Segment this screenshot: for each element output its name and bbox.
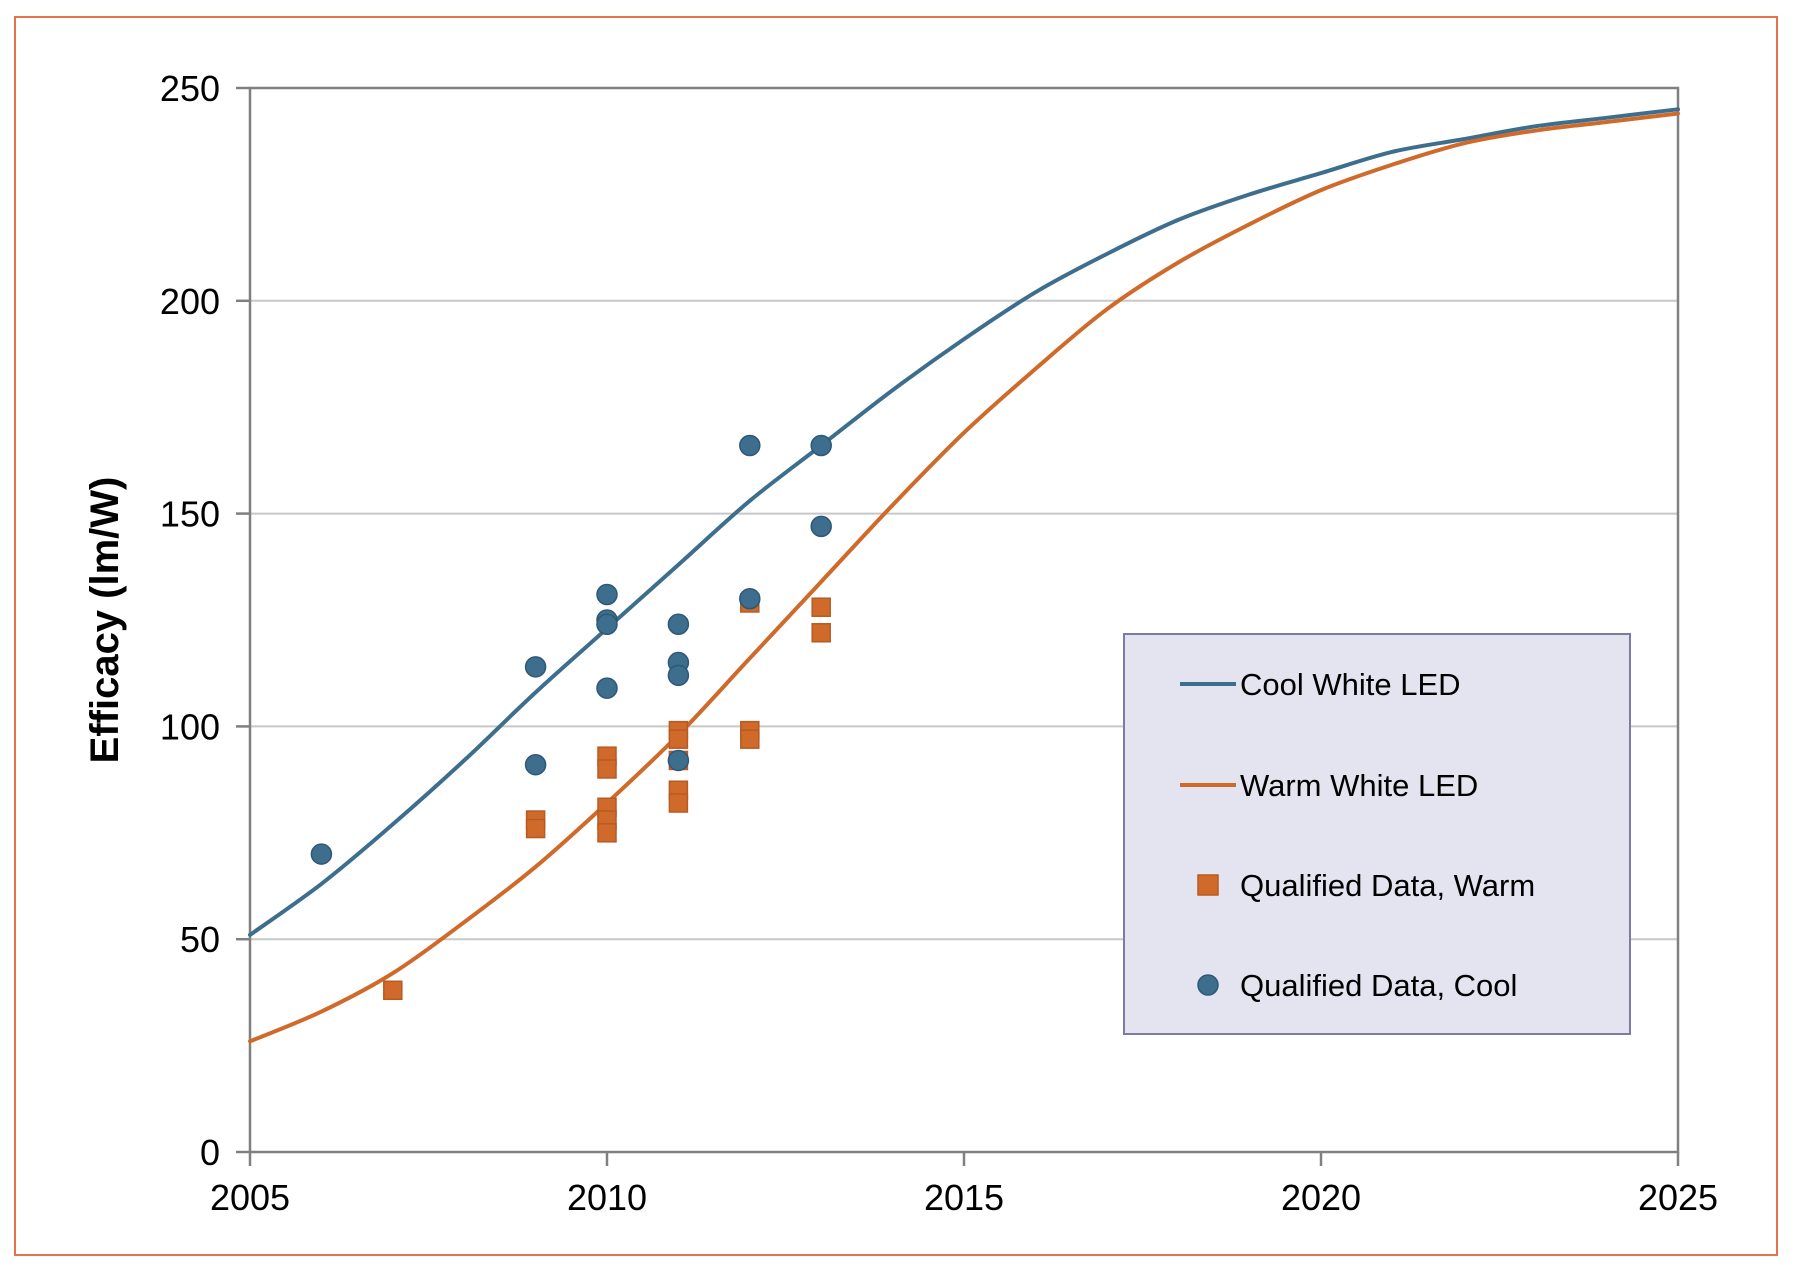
warm-data-point [668, 793, 689, 813]
y-axis-label: Efficacy (lm/W) [83, 477, 127, 764]
cool-data-point [596, 613, 618, 636]
x-tick-label: 2025 [1638, 1177, 1718, 1218]
cool-data-point [667, 613, 690, 636]
legend-circle-swatch [1197, 974, 1219, 996]
tick-labels: 0 50 100 150 200 250 2005 2010 2015 2020 2025 [160, 68, 1718, 1218]
legend-entry-label: Qualified Data, Warm [1240, 868, 1535, 903]
cool-data-point [810, 434, 832, 457]
x-tick-label: 2010 [567, 1177, 647, 1218]
x-tick-label: 2015 [924, 1177, 1004, 1218]
legend-entry-label: Cool White LED [1240, 667, 1461, 702]
chart-frame [14, 16, 1778, 1256]
cool-data-point [739, 434, 761, 457]
warm-data-point [525, 818, 546, 839]
y-tick-label: 0 [200, 1132, 220, 1173]
warm-data-point [811, 597, 831, 617]
warm-data-point [597, 823, 617, 843]
legend-box [1123, 633, 1631, 1035]
warm-data-point [383, 980, 403, 1001]
warm-data-point [597, 759, 617, 779]
y-tick-label: 50 [180, 919, 220, 960]
cool-data-point [524, 656, 547, 678]
legend-square-swatch [1197, 874, 1219, 896]
warm-data-point [740, 729, 760, 749]
y-tick-label: 250 [160, 68, 220, 109]
cool-data-point [739, 587, 761, 610]
legend-entry-label: Qualified Data, Cool [1240, 968, 1517, 1003]
cool-data-point [667, 749, 690, 772]
x-tick-label: 2005 [210, 1177, 290, 1218]
y-tick-label: 200 [160, 281, 220, 322]
cool-data-point [310, 843, 333, 865]
series-lines [248, 107, 1680, 1044]
legend: Cool White LED Warm White LED Qualified Da… [1123, 633, 1631, 1035]
warm-data-point [811, 623, 831, 643]
y-tick-label: 100 [160, 706, 220, 747]
cool-white-led-line [248, 107, 1680, 937]
cool-data-point [667, 664, 690, 687]
cool-data-point [596, 583, 618, 606]
cool-data-point [524, 753, 547, 776]
axes [236, 86, 1680, 1166]
cool-data-point [596, 677, 618, 699]
warm-data-point [668, 729, 689, 749]
legend-entry-label: Warm White LED [1240, 768, 1478, 803]
x-tick-label: 2020 [1281, 1177, 1361, 1218]
data-markers [310, 434, 832, 1001]
y-tick-label: 150 [160, 494, 220, 535]
cool-data-point [810, 515, 832, 538]
warm-white-led-line [248, 111, 1680, 1044]
